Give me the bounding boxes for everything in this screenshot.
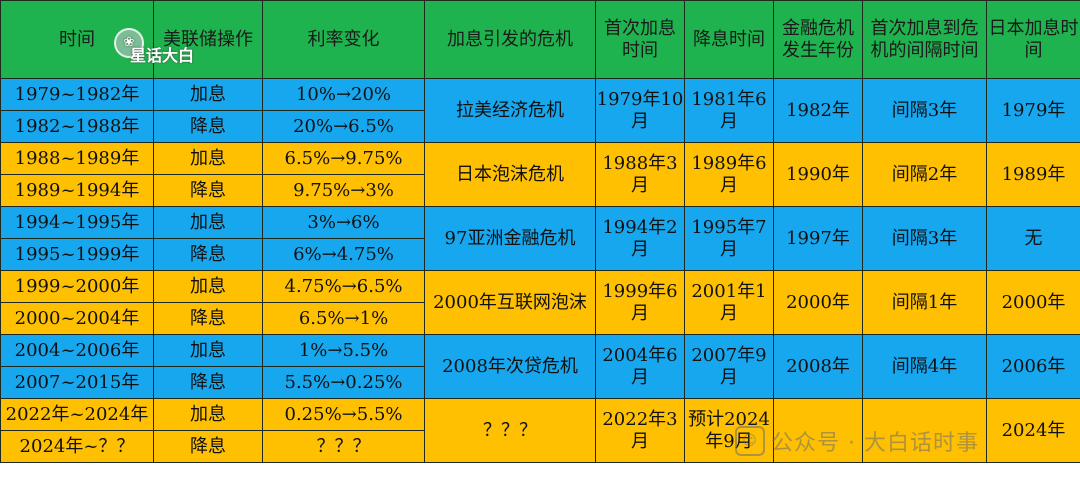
cell-crisis: 2000年互联网泡沫 — [424, 270, 596, 335]
cell-time: 2024年~？？ — [0, 430, 154, 463]
cell-rate: 3%→6% — [262, 206, 425, 239]
cell-interval — [862, 398, 987, 463]
cell-crisis-year: 1990年 — [773, 142, 863, 207]
cell-rate: 10%→20% — [262, 78, 425, 111]
cell-first-hike: 1979年10月 — [595, 78, 685, 143]
cell-interval: 间隔3年 — [862, 206, 987, 271]
table-row: 1994~1995年 加息 3%→6% 97亚洲金融危机 1994年2月 199… — [0, 206, 1080, 271]
cell-first-hike: 1988年3月 — [595, 142, 685, 207]
cell-crisis-year: 1982年 — [773, 78, 863, 143]
cell-crisis-year: 1997年 — [773, 206, 863, 271]
cell-time: 2007~2015年 — [0, 366, 154, 399]
table-row: 2004~2006年 加息 1%→5.5% 2008年次贷危机 2004年6月 … — [0, 334, 1080, 399]
cell-rate: 20%→6.5% — [262, 110, 425, 143]
cell-rate: ？？？ — [262, 430, 425, 463]
table-row: 1999~2000年 加息 4.75%→6.5% 2000年互联网泡沫 1999… — [0, 270, 1080, 335]
cell-first-hike: 2004年6月 — [595, 334, 685, 399]
cell-japan: 无 — [986, 206, 1080, 271]
cell-first-hike: 1994年2月 — [595, 206, 685, 271]
cell-rate: 0.25%→5.5% — [262, 398, 425, 431]
cell-operation: 加息 — [153, 334, 263, 367]
cell-operation: 降息 — [153, 238, 263, 271]
cell-operation: 加息 — [153, 206, 263, 239]
header-crisis: 加息引发的危机 — [424, 0, 596, 79]
cell-time: 1995~1999年 — [0, 238, 154, 271]
header-rate-change: 利率变化 — [262, 0, 425, 79]
cell-rate: 4.75%→6.5% — [262, 270, 425, 303]
cell-rate: 6%→4.75% — [262, 238, 425, 271]
cell-japan: 1989年 — [986, 142, 1080, 207]
cell-crisis: 日本泡沫危机 — [424, 142, 596, 207]
cell-operation: 加息 — [153, 78, 263, 111]
header-first-hike-time: 首次加息时间 — [595, 0, 685, 79]
cell-operation: 加息 — [153, 270, 263, 303]
table-row: 2022年~2024年 加息 0.25%→5.5% ？？？ 2022年3月 预计… — [0, 398, 1080, 463]
cell-operation: 降息 — [153, 430, 263, 463]
header-cut-time: 降息时间 — [684, 0, 774, 79]
cell-crisis-year: 2000年 — [773, 270, 863, 335]
cell-cut: 1995年7月 — [684, 206, 774, 271]
header-row: 时间 美联储操作 利率变化 加息引发的危机 首次加息时间 降息时间 金融危机发生… — [0, 0, 1080, 79]
cell-cut: 1989年6月 — [684, 142, 774, 207]
header-fed-operation: 美联储操作 — [153, 0, 263, 79]
cell-japan: 1979年 — [986, 78, 1080, 143]
cell-crisis-year — [773, 398, 863, 463]
cell-cut: 2001年1月 — [684, 270, 774, 335]
cell-operation: 加息 — [153, 142, 263, 175]
cell-crisis: 拉美经济危机 — [424, 78, 596, 143]
cell-time: 1982~1988年 — [0, 110, 154, 143]
cell-operation: 降息 — [153, 366, 263, 399]
cell-japan: 2000年 — [986, 270, 1080, 335]
cell-japan: 2006年 — [986, 334, 1080, 399]
header-interval: 首次加息到危机的间隔时间 — [862, 0, 987, 79]
cell-time: 1979~1982年 — [0, 78, 154, 111]
cell-rate: 1%→5.5% — [262, 334, 425, 367]
header-japan-hike-time: 日本加息时间 — [986, 0, 1080, 79]
cell-first-hike: 2022年3月 — [595, 398, 685, 463]
cell-rate: 6.5%→1% — [262, 302, 425, 335]
cell-rate: 9.75%→3% — [262, 174, 425, 207]
cell-operation: 降息 — [153, 302, 263, 335]
cell-operation: 降息 — [153, 174, 263, 207]
cell-time: 1989~1994年 — [0, 174, 154, 207]
cell-interval: 间隔4年 — [862, 334, 987, 399]
cell-crisis: ？？？ — [424, 398, 596, 463]
cell-time: 1994~1995年 — [0, 206, 154, 239]
table-row: 1988~1989年 加息 6.5%→9.75% 日本泡沫危机 1988年3月 … — [0, 142, 1080, 207]
cell-crisis: 2008年次贷危机 — [424, 334, 596, 399]
cell-cut: 1981年6月 — [684, 78, 774, 143]
cell-first-hike: 1999年6月 — [595, 270, 685, 335]
cell-crisis: 97亚洲金融危机 — [424, 206, 596, 271]
cell-interval: 间隔2年 — [862, 142, 987, 207]
cell-time: 2000~2004年 — [0, 302, 154, 335]
cell-rate: 5.5%→0.25% — [262, 366, 425, 399]
cell-crisis-year: 2008年 — [773, 334, 863, 399]
cell-time: 2004~2006年 — [0, 334, 154, 367]
cell-cut: 2007年9月 — [684, 334, 774, 399]
cell-rate: 6.5%→9.75% — [262, 142, 425, 175]
cell-time: 1999~2000年 — [0, 270, 154, 303]
cell-time: 2022年~2024年 — [0, 398, 154, 431]
cell-operation: 降息 — [153, 110, 263, 143]
cell-cut: 预计2024年9月 — [684, 398, 774, 463]
header-crisis-year: 金融危机发生年份 — [773, 0, 863, 79]
table-row: 1979~1982年 加息 10%→20% 拉美经济危机 1979年10月 19… — [0, 78, 1080, 143]
cell-operation: 加息 — [153, 398, 263, 431]
cell-interval: 间隔3年 — [862, 78, 987, 143]
header-time: 时间 — [0, 0, 154, 79]
cell-time: 1988~1989年 — [0, 142, 154, 175]
cell-japan: 2024年 — [986, 398, 1080, 463]
cell-interval: 间隔1年 — [862, 270, 987, 335]
